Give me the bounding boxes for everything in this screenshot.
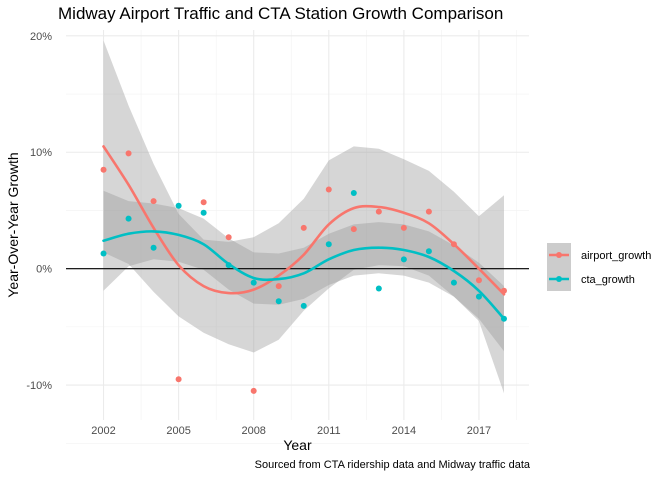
y-tick-label: 20% <box>30 31 52 43</box>
cta_growth-point <box>425 248 432 255</box>
cta_growth-point <box>325 241 332 248</box>
airport_growth-point <box>150 198 157 205</box>
airport_growth-points <box>100 150 507 394</box>
cta_growth-point <box>400 256 407 263</box>
x-tick-label: 2017 <box>467 425 491 437</box>
cta_growth-point <box>450 279 457 286</box>
x-tick-label: 2005 <box>166 425 190 437</box>
airport_growth-point <box>425 208 432 215</box>
cta_growth-point <box>375 285 382 292</box>
cta_growth-point <box>250 279 257 286</box>
cta_growth-point <box>300 302 307 309</box>
y-axis-title: Year-Over-Year Growth <box>5 152 21 297</box>
cta_growth-point <box>275 298 282 305</box>
cta_growth-point <box>350 189 357 196</box>
cta_growth-point <box>175 202 182 209</box>
y-tick-label: -10% <box>26 380 52 392</box>
y-tick-label: 0% <box>36 264 52 276</box>
cta_growth-point <box>150 244 157 251</box>
airport_growth-point <box>325 186 332 193</box>
airport_growth-point <box>350 226 357 233</box>
legend-label: cta_growth <box>581 274 635 286</box>
legend-key-point <box>556 252 562 258</box>
x-tick-label: 2014 <box>392 425 416 437</box>
airport_growth-point <box>300 224 307 231</box>
x-tick-label: 2002 <box>91 425 115 437</box>
y-tick-label: 10% <box>30 147 52 159</box>
chart-caption: Sourced from CTA ridership data and Midw… <box>254 459 530 471</box>
cta_growth-point <box>100 250 107 257</box>
airport_growth-smooth-line <box>102 145 506 296</box>
airport_growth-point <box>100 166 107 173</box>
airport_growth-point <box>200 199 207 206</box>
grid-lines <box>66 30 529 444</box>
airport_growth-confidence-band <box>103 40 504 394</box>
x-axis-title: Year <box>283 437 312 453</box>
airport_growth-point <box>250 387 257 394</box>
airport_growth-point <box>400 224 407 231</box>
cta_growth-point <box>475 293 482 300</box>
legend-key-point <box>556 276 562 282</box>
x-tick-label: 2008 <box>241 425 265 437</box>
y-axis-ticks: -10% 0% 10% 20% <box>26 31 52 392</box>
airport_growth-point <box>275 283 282 290</box>
legend-label: airport_growth <box>581 250 651 262</box>
airport_growth-point <box>175 376 182 383</box>
airport_growth-point <box>475 277 482 284</box>
cta_growth-point <box>125 215 132 222</box>
cta_growth-point <box>200 209 207 216</box>
x-tick-label: 2011 <box>317 425 341 437</box>
airport_growth-point <box>225 234 232 241</box>
airport_growth-point <box>375 208 382 215</box>
cta_growth-smooth-line <box>102 230 506 320</box>
chart-title: Midway Airport Traffic and CTA Station G… <box>58 4 504 23</box>
x-axis-ticks: 2002 2005 2008 2011 2014 2017 <box>91 425 491 437</box>
legend: airport_growth cta_growth <box>547 243 651 291</box>
airport_growth-point <box>125 150 132 157</box>
